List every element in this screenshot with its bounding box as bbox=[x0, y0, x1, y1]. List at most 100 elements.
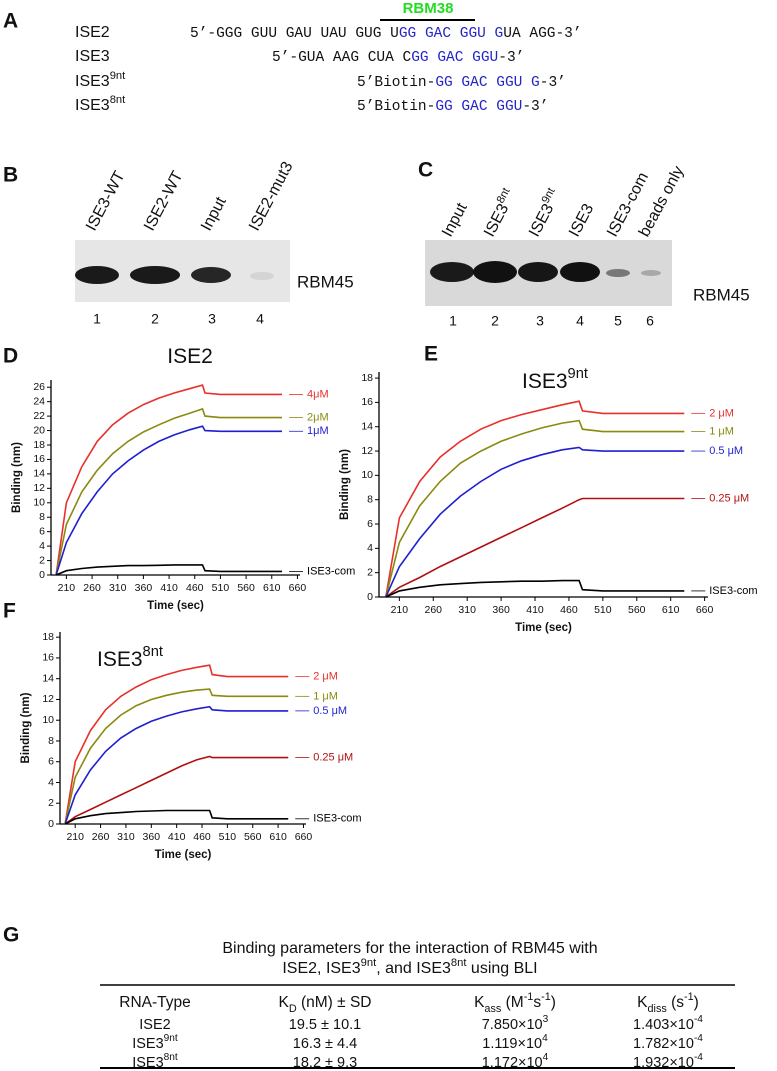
y-tick-label: 6 bbox=[48, 756, 54, 768]
text-run: using BLI bbox=[466, 960, 537, 977]
y-tick-label: 26 bbox=[33, 381, 45, 393]
y-tick-label: 10 bbox=[361, 469, 373, 481]
x-tick-label: 660 bbox=[289, 582, 307, 594]
y-tick-label: 24 bbox=[33, 395, 45, 407]
x-tick-label: 260 bbox=[92, 831, 110, 843]
text-run: ISE3 bbox=[526, 201, 557, 240]
annotation: RBM38 bbox=[403, 0, 454, 17]
y-tick-label: 16 bbox=[361, 396, 373, 408]
series-line bbox=[55, 564, 282, 576]
y-tick-label: 16 bbox=[33, 453, 45, 465]
text-run: 19.5 ± 10.1 bbox=[289, 1017, 361, 1033]
text-run: GG GAC GGU G bbox=[399, 26, 503, 42]
y-tick-label: 4 bbox=[48, 776, 54, 788]
text-run: diss bbox=[648, 1003, 668, 1015]
legend-label: 0.5 μM bbox=[709, 445, 743, 457]
band bbox=[250, 272, 274, 280]
band bbox=[75, 266, 119, 284]
text-run: ISE2 bbox=[167, 345, 213, 368]
text-run: ISE3 bbox=[75, 48, 110, 65]
x-tick-label: 210 bbox=[58, 582, 76, 594]
y-tick-label: 0 bbox=[48, 818, 54, 830]
text-run: 8nt bbox=[110, 94, 126, 106]
y-tick-label: 0 bbox=[39, 569, 45, 581]
text-run: s bbox=[533, 994, 541, 1011]
x-tick-label: 210 bbox=[391, 604, 409, 616]
lane-label: ISE38nt bbox=[478, 185, 520, 240]
x-tick-label: 410 bbox=[526, 604, 544, 616]
series-line bbox=[64, 664, 289, 825]
x-tick-label: 660 bbox=[696, 604, 714, 616]
chart: 0 2 4 6 8 10 12 14 16 18 210 260 310 360 410 460 510 560 6… bbox=[20, 631, 362, 861]
sequence-name: ISE38nt bbox=[75, 94, 126, 114]
panel-label: C bbox=[418, 159, 433, 182]
blot-b bbox=[75, 240, 290, 302]
text-run: GG GAC GGU G bbox=[435, 75, 539, 91]
table-cell: 1.782×10-4 bbox=[633, 1033, 703, 1052]
x-tick-label: 510 bbox=[594, 604, 612, 616]
text-run: 1.403×10 bbox=[633, 1017, 694, 1033]
lane-number: 6 bbox=[646, 313, 654, 329]
y-tick-label: 12 bbox=[361, 445, 373, 457]
text-run: ISE3 bbox=[132, 1036, 163, 1052]
lane-number: 1 bbox=[449, 313, 457, 329]
y-tick-label: 6 bbox=[39, 525, 45, 537]
table-cell: 1.403×10-4 bbox=[633, 1014, 703, 1033]
table-cell: 18.2 ± 9.3 bbox=[293, 1055, 357, 1071]
y-tick-label: 14 bbox=[42, 672, 54, 684]
text-run: -3’ bbox=[540, 75, 566, 91]
lane-number: 5 bbox=[614, 313, 622, 329]
x-axis-label: Time (sec) bbox=[515, 622, 572, 634]
text-run: 9nt bbox=[568, 366, 588, 382]
band bbox=[473, 261, 517, 283]
table-cell: ISE39nt bbox=[132, 1033, 178, 1052]
lane-number: 3 bbox=[536, 313, 544, 329]
y-tick-label: 18 bbox=[42, 631, 54, 643]
y-tick-label: 18 bbox=[33, 439, 45, 451]
x-tick-label: 460 bbox=[193, 831, 211, 843]
table-title: ISE2, ISE39nt, and ISE38nt using BLI bbox=[282, 957, 537, 977]
x-tick-label: 410 bbox=[168, 831, 186, 843]
text-run: RNA-Type bbox=[119, 994, 191, 1011]
band bbox=[191, 267, 231, 283]
x-tick-label: 460 bbox=[560, 604, 578, 616]
text-run: ISE3 bbox=[75, 73, 110, 90]
sequence: 5’-GUA AAG CUA CGG GAC GGU-3’ bbox=[272, 50, 524, 66]
legend-label: 2 μM bbox=[313, 671, 338, 683]
x-tick-label: 610 bbox=[662, 604, 680, 616]
chart-title: ISE38nt bbox=[97, 644, 163, 671]
y-tick-label: 10 bbox=[42, 714, 54, 726]
x-axis-label: Time (sec) bbox=[155, 849, 212, 861]
panel-label: G bbox=[3, 924, 19, 947]
y-tick-label: 2 bbox=[367, 566, 373, 578]
text-run: 9nt bbox=[164, 1033, 178, 1044]
text-run: Binding parameters for the interaction o… bbox=[222, 940, 597, 957]
lane-label: ISE3-WT bbox=[83, 168, 129, 233]
table-cell: 1.119×104 bbox=[482, 1033, 548, 1052]
text-run: Input bbox=[439, 200, 471, 240]
text-run: 7.850×10 bbox=[482, 1017, 543, 1033]
text-run: K bbox=[474, 994, 485, 1011]
y-tick-label: 2 bbox=[48, 797, 54, 809]
band bbox=[641, 270, 661, 276]
legend-label: 1 μM bbox=[313, 690, 338, 702]
y-tick-label: 14 bbox=[33, 468, 45, 480]
table-header: Kass (M-1s-1) bbox=[474, 991, 556, 1015]
y-tick-label: 8 bbox=[367, 493, 373, 505]
lane-label: Input bbox=[439, 200, 471, 240]
text-run: ISE2 bbox=[75, 24, 110, 41]
text-run: (M bbox=[501, 994, 523, 1011]
text-run: (s bbox=[667, 994, 684, 1011]
legend-label: ISE3-com bbox=[313, 813, 361, 825]
series-line bbox=[385, 400, 685, 598]
series-line bbox=[385, 446, 685, 598]
chart-title: ISE2 bbox=[167, 345, 213, 368]
legend-label: ISE3-com bbox=[307, 565, 355, 577]
panel-label: B bbox=[3, 164, 18, 187]
legend-label: 0.25 μM bbox=[709, 492, 749, 504]
text-run: 4 bbox=[543, 1052, 549, 1063]
y-tick-label: 2 bbox=[39, 554, 45, 566]
x-tick-label: 560 bbox=[628, 604, 646, 616]
series-line bbox=[55, 384, 282, 576]
series-line bbox=[385, 419, 685, 598]
